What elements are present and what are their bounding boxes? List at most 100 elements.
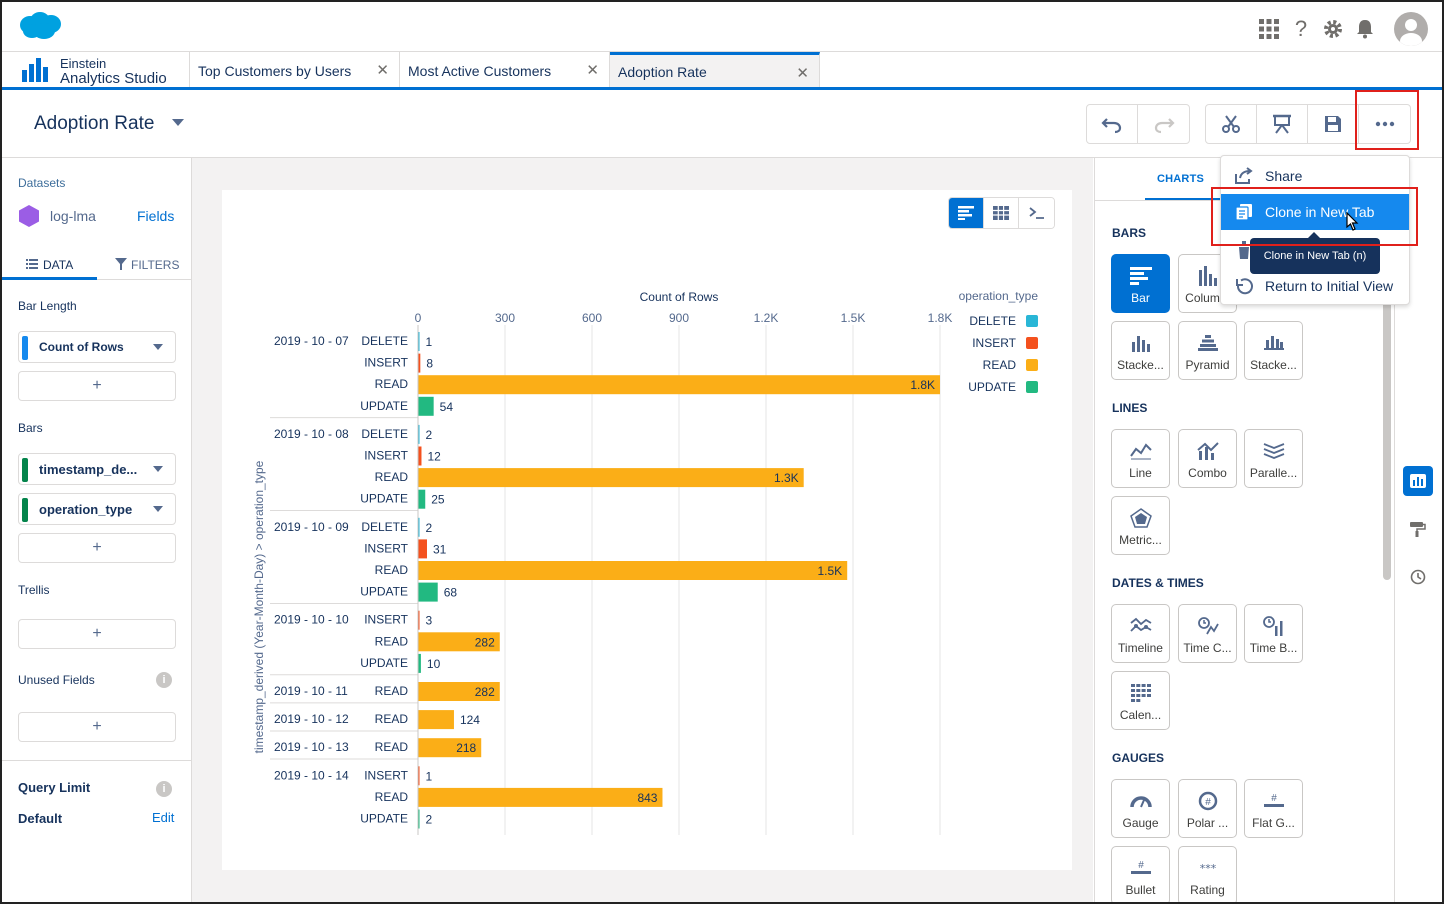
save-button[interactable] xyxy=(1308,105,1359,143)
legend-swatch xyxy=(1026,337,1038,349)
edit-query-limit-link[interactable]: Edit xyxy=(152,810,175,825)
tab-data[interactable]: DATA xyxy=(2,248,97,280)
row-category-label: UPDATE xyxy=(360,656,408,670)
bar-chart-icon xyxy=(1129,267,1152,285)
page-title[interactable]: Adoption Rate xyxy=(34,113,155,134)
chart-type-bar[interactable]: Bar xyxy=(1111,254,1170,313)
bar-length-field[interactable]: Count of Rows xyxy=(18,331,176,363)
add-trellis-button[interactable]: + xyxy=(18,619,176,649)
chart-type-label: Rating xyxy=(1190,883,1225,897)
chart-type-stacked-column[interactable]: Stacke... xyxy=(1111,321,1170,380)
clock-icon xyxy=(1410,569,1426,585)
row-category-label: INSERT xyxy=(364,449,408,463)
x-tick-label: 1.2K xyxy=(754,311,779,325)
help-icon[interactable]: ? xyxy=(1294,16,1308,41)
format-panel-button[interactable] xyxy=(1403,514,1433,544)
chart-type-time-combo[interactable]: Time C... xyxy=(1178,604,1237,663)
bar-chart-icon xyxy=(958,206,974,220)
chart-type-flat-gauge[interactable]: # Flat G... xyxy=(1244,779,1303,838)
legend-label: DELETE xyxy=(969,314,1016,328)
query-limit-label: Query Limit xyxy=(18,780,91,795)
tab-filters[interactable]: FILTERS xyxy=(97,248,192,280)
chevron-down-icon[interactable] xyxy=(153,466,163,472)
chart-type-combo[interactable]: Combo xyxy=(1178,429,1237,488)
tab-charts[interactable]: CHARTS xyxy=(1145,158,1225,200)
app-launcher-icon[interactable] xyxy=(1258,18,1280,40)
bar-update xyxy=(418,653,421,673)
info-icon[interactable]: i xyxy=(156,672,172,688)
left-panel-scrollbar[interactable] xyxy=(192,158,200,902)
chart-type-stacked-bar[interactable]: Stacke... xyxy=(1244,321,1303,380)
chart-type-line[interactable]: Line xyxy=(1111,429,1170,488)
close-icon[interactable]: ✕ xyxy=(796,65,809,82)
section-bars: BARS xyxy=(1112,226,1147,240)
menu-item-clone-in-new-tab[interactable]: Clone in New Tab xyxy=(1221,194,1409,230)
fields-link[interactable]: Fields xyxy=(137,208,175,224)
section-dates-times: DATES & TIMES xyxy=(1112,576,1204,590)
chevron-down-icon[interactable] xyxy=(153,506,163,512)
chart-type-label: Gauge xyxy=(1122,816,1159,830)
settings-icon[interactable] xyxy=(1322,18,1344,40)
bar-value-label: 31 xyxy=(433,542,447,556)
list-icon xyxy=(26,259,38,269)
bars-field-operation-type[interactable]: operation_type xyxy=(18,493,176,525)
row-category-label: READ xyxy=(375,740,409,754)
add-measure-button[interactable]: + xyxy=(18,371,176,401)
tab-data-label: DATA xyxy=(43,258,74,272)
avatar[interactable] xyxy=(1394,12,1428,46)
notifications-icon[interactable] xyxy=(1354,18,1376,40)
chart-type-label: Pyramid xyxy=(1185,358,1230,372)
saql-view-button[interactable] xyxy=(1019,198,1054,228)
redo-button[interactable] xyxy=(1138,105,1189,143)
add-unused-button[interactable]: + xyxy=(18,712,176,742)
chart-type-rating[interactable]: *** Rating xyxy=(1178,846,1237,904)
bar-read xyxy=(418,375,940,395)
add-bars-button[interactable]: + xyxy=(18,533,176,563)
info-icon[interactable]: i xyxy=(156,781,172,797)
dataset-name[interactable]: log-lma xyxy=(50,208,96,224)
tab-most-active-customers[interactable]: Most Active Customers ✕ xyxy=(400,52,610,87)
chevron-down-icon[interactable] xyxy=(153,344,163,350)
more-actions-button[interactable] xyxy=(1359,105,1410,143)
chart-type-parallel-coordinates[interactable]: Paralle... xyxy=(1244,429,1303,488)
clip-button[interactable] xyxy=(1206,105,1257,143)
chart-type-polar-gauge[interactable]: # Polar ... xyxy=(1178,779,1237,838)
undo-button[interactable] xyxy=(1087,105,1138,143)
chart-type-gauge[interactable]: Gauge xyxy=(1111,779,1170,838)
legend-label: READ xyxy=(983,358,1017,372)
chart-type-time-bar[interactable]: Time B... xyxy=(1244,604,1303,663)
filter-icon xyxy=(115,258,127,270)
chevron-down-icon[interactable] xyxy=(172,119,184,126)
chart-type-metric-radar[interactable]: Metric... xyxy=(1111,496,1170,555)
dimension-indicator xyxy=(22,498,28,522)
menu-item-return-to-initial-view[interactable]: Return to Initial View xyxy=(1221,268,1409,304)
chart-panel-scrollbar[interactable] xyxy=(1383,280,1391,580)
group-date-label: 2019 - 10 - 13 xyxy=(274,740,349,754)
tab-adoption-rate[interactable]: Adoption Rate ✕ xyxy=(610,52,820,87)
menu-item-share[interactable]: Share xyxy=(1221,158,1409,194)
charts-panel-button[interactable] xyxy=(1403,466,1433,496)
table-view-button[interactable] xyxy=(984,198,1019,228)
chart-type-bullet[interactable]: # Bullet xyxy=(1111,846,1170,904)
chart-type-label: Time B... xyxy=(1249,641,1298,655)
share-icon xyxy=(1235,167,1253,184)
chart-type-timeline[interactable]: Timeline xyxy=(1111,604,1170,663)
chart-type-calendar[interactable]: Calen... xyxy=(1111,671,1170,730)
tab-top-customers[interactable]: Top Customers by Users ✕ xyxy=(190,52,400,87)
chart-type-label: Paralle... xyxy=(1249,466,1298,480)
bar-value-label: 1.8K xyxy=(910,378,935,392)
close-icon[interactable]: ✕ xyxy=(376,62,389,79)
bar-insert xyxy=(418,539,427,559)
timeline-icon xyxy=(1129,617,1151,632)
chart-type-label: Polar ... xyxy=(1186,816,1229,830)
chart-view-button[interactable] xyxy=(949,198,984,228)
app-name[interactable]: Einstein Analytics Studio xyxy=(2,52,190,87)
chart-type-pyramid[interactable]: Pyramid xyxy=(1178,321,1237,380)
bars-field-timestamp[interactable]: timestamp_de... xyxy=(18,453,176,485)
present-button[interactable] xyxy=(1257,105,1308,143)
salesforce-cloud-logo[interactable] xyxy=(18,11,62,41)
close-icon[interactable]: ✕ xyxy=(586,62,599,79)
bar-chart: Count of Rows 0 300 600 900 1.2K 1.5K 1.8K times… xyxy=(252,289,1038,835)
table-icon xyxy=(993,206,1009,220)
history-panel-button[interactable] xyxy=(1403,562,1433,592)
